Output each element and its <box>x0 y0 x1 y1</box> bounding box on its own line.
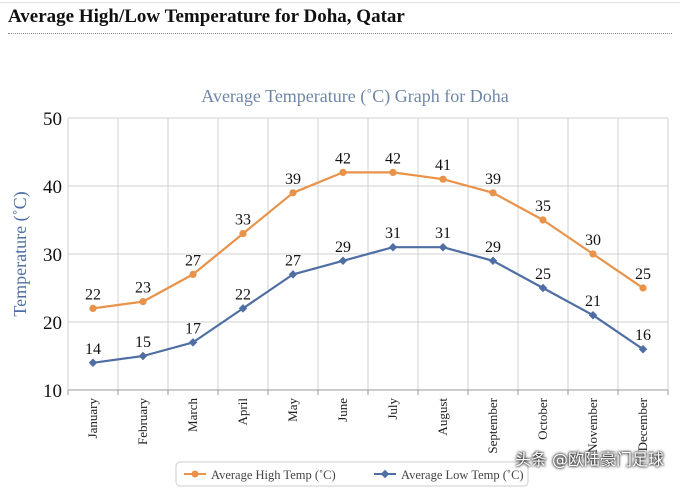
data-point-high <box>539 216 547 224</box>
data-label-low: 14 <box>85 341 101 358</box>
data-point-high <box>439 175 447 183</box>
data-label-high: 35 <box>535 198 551 215</box>
data-label-low: 27 <box>285 252 301 269</box>
data-point-high <box>389 168 397 176</box>
data-point-low <box>538 283 548 293</box>
data-point-low <box>338 256 348 266</box>
data-label-low: 15 <box>135 334 151 351</box>
data-label-high: 41 <box>435 157 451 174</box>
x-axis-ticks: January February March April May June July Augu… <box>85 397 650 453</box>
data-point-low <box>88 358 98 368</box>
data-point-high <box>489 189 497 197</box>
x-tick-label: June <box>335 398 350 422</box>
data-label-low: 16 <box>635 327 651 344</box>
data-point-low <box>488 256 498 266</box>
x-tick-label: March <box>185 398 200 432</box>
data-label-high: 23 <box>135 280 151 297</box>
x-tick-label: October <box>535 397 550 440</box>
page-heading: Average High/Low Temperature for Doha, Q… <box>8 6 405 27</box>
data-label-low: 29 <box>335 239 351 256</box>
data-label-high: 39 <box>285 171 301 188</box>
x-tick-label: May <box>285 398 300 422</box>
data-point-low <box>138 351 148 361</box>
y-tick-label: 30 <box>43 245 62 266</box>
data-point-high <box>289 189 297 197</box>
data-point-high <box>189 270 197 278</box>
x-tick-label: January <box>85 398 100 439</box>
x-tick-label: April <box>235 398 250 426</box>
chart-title: Average Temperature (˚C) Graph for Doha <box>201 86 508 107</box>
data-label-low: 22 <box>235 286 251 303</box>
legend-label: Average Low Temp (˚C) <box>401 468 524 482</box>
data-label-high: 39 <box>485 171 501 188</box>
x-tick-label: July <box>385 398 400 420</box>
legend-marker-low <box>380 469 390 479</box>
data-label-high: 33 <box>235 212 251 229</box>
legend-box <box>175 461 529 487</box>
data-point-high <box>89 304 97 312</box>
y-tick-label: 40 <box>43 177 62 198</box>
data-label-low: 17 <box>185 320 201 337</box>
data-label-high: 42 <box>385 150 401 167</box>
grid-lines <box>67 117 669 395</box>
data-label-high: 22 <box>85 286 101 303</box>
x-tick-label: February <box>135 398 150 445</box>
series-line-high <box>92 171 644 310</box>
data-label-high: 27 <box>185 252 201 269</box>
legend-marker-high <box>191 470 199 478</box>
data-point-low <box>188 338 198 347</box>
legend: Average High Temp (˚C) Average Low Temp (… <box>175 461 529 487</box>
data-point-high <box>339 168 347 176</box>
data-point-low <box>438 242 448 252</box>
data-point-low <box>638 344 648 354</box>
data-label-high: 25 <box>635 266 651 283</box>
data-point-low <box>388 242 398 252</box>
top-border <box>0 2 680 3</box>
y-tick-label: 50 <box>43 109 62 130</box>
x-tick-label: September <box>485 397 500 453</box>
data-point-high <box>589 250 597 258</box>
legend-label: Average High Temp (˚C) <box>211 468 336 482</box>
x-tick-label: August <box>435 398 450 436</box>
data-point-high <box>139 298 147 306</box>
y-axis-label: Temperature (˚C) <box>10 191 31 316</box>
y-axis-ticks: 10 20 30 40 50 <box>43 109 62 402</box>
data-label-low: 31 <box>435 225 451 242</box>
heading-divider <box>8 33 672 34</box>
data-point-low <box>238 304 248 313</box>
x-tick-label: November <box>585 397 600 453</box>
data-point-high <box>639 284 647 292</box>
data-label-high: 30 <box>585 232 601 249</box>
data-label-high: 42 <box>335 150 351 167</box>
watermark: 头条 @欧陆豪门足球 <box>514 450 664 469</box>
y-tick-label: 10 <box>43 381 62 402</box>
data-point-low <box>288 270 298 279</box>
data-label-low: 31 <box>385 225 401 242</box>
data-label-low: 21 <box>585 293 601 310</box>
data-point-low <box>588 310 598 320</box>
x-tick-label: December <box>635 397 650 451</box>
series-group: 22 23 27 33 39 42 42 41 39 35 30 25 14 15 17 22 27 29 31 31… <box>85 150 651 368</box>
data-label-low: 25 <box>535 266 551 283</box>
y-tick-label: 20 <box>43 313 62 334</box>
series-line-low <box>92 246 644 364</box>
data-point-high <box>239 230 247 238</box>
data-label-low: 29 <box>485 239 501 256</box>
